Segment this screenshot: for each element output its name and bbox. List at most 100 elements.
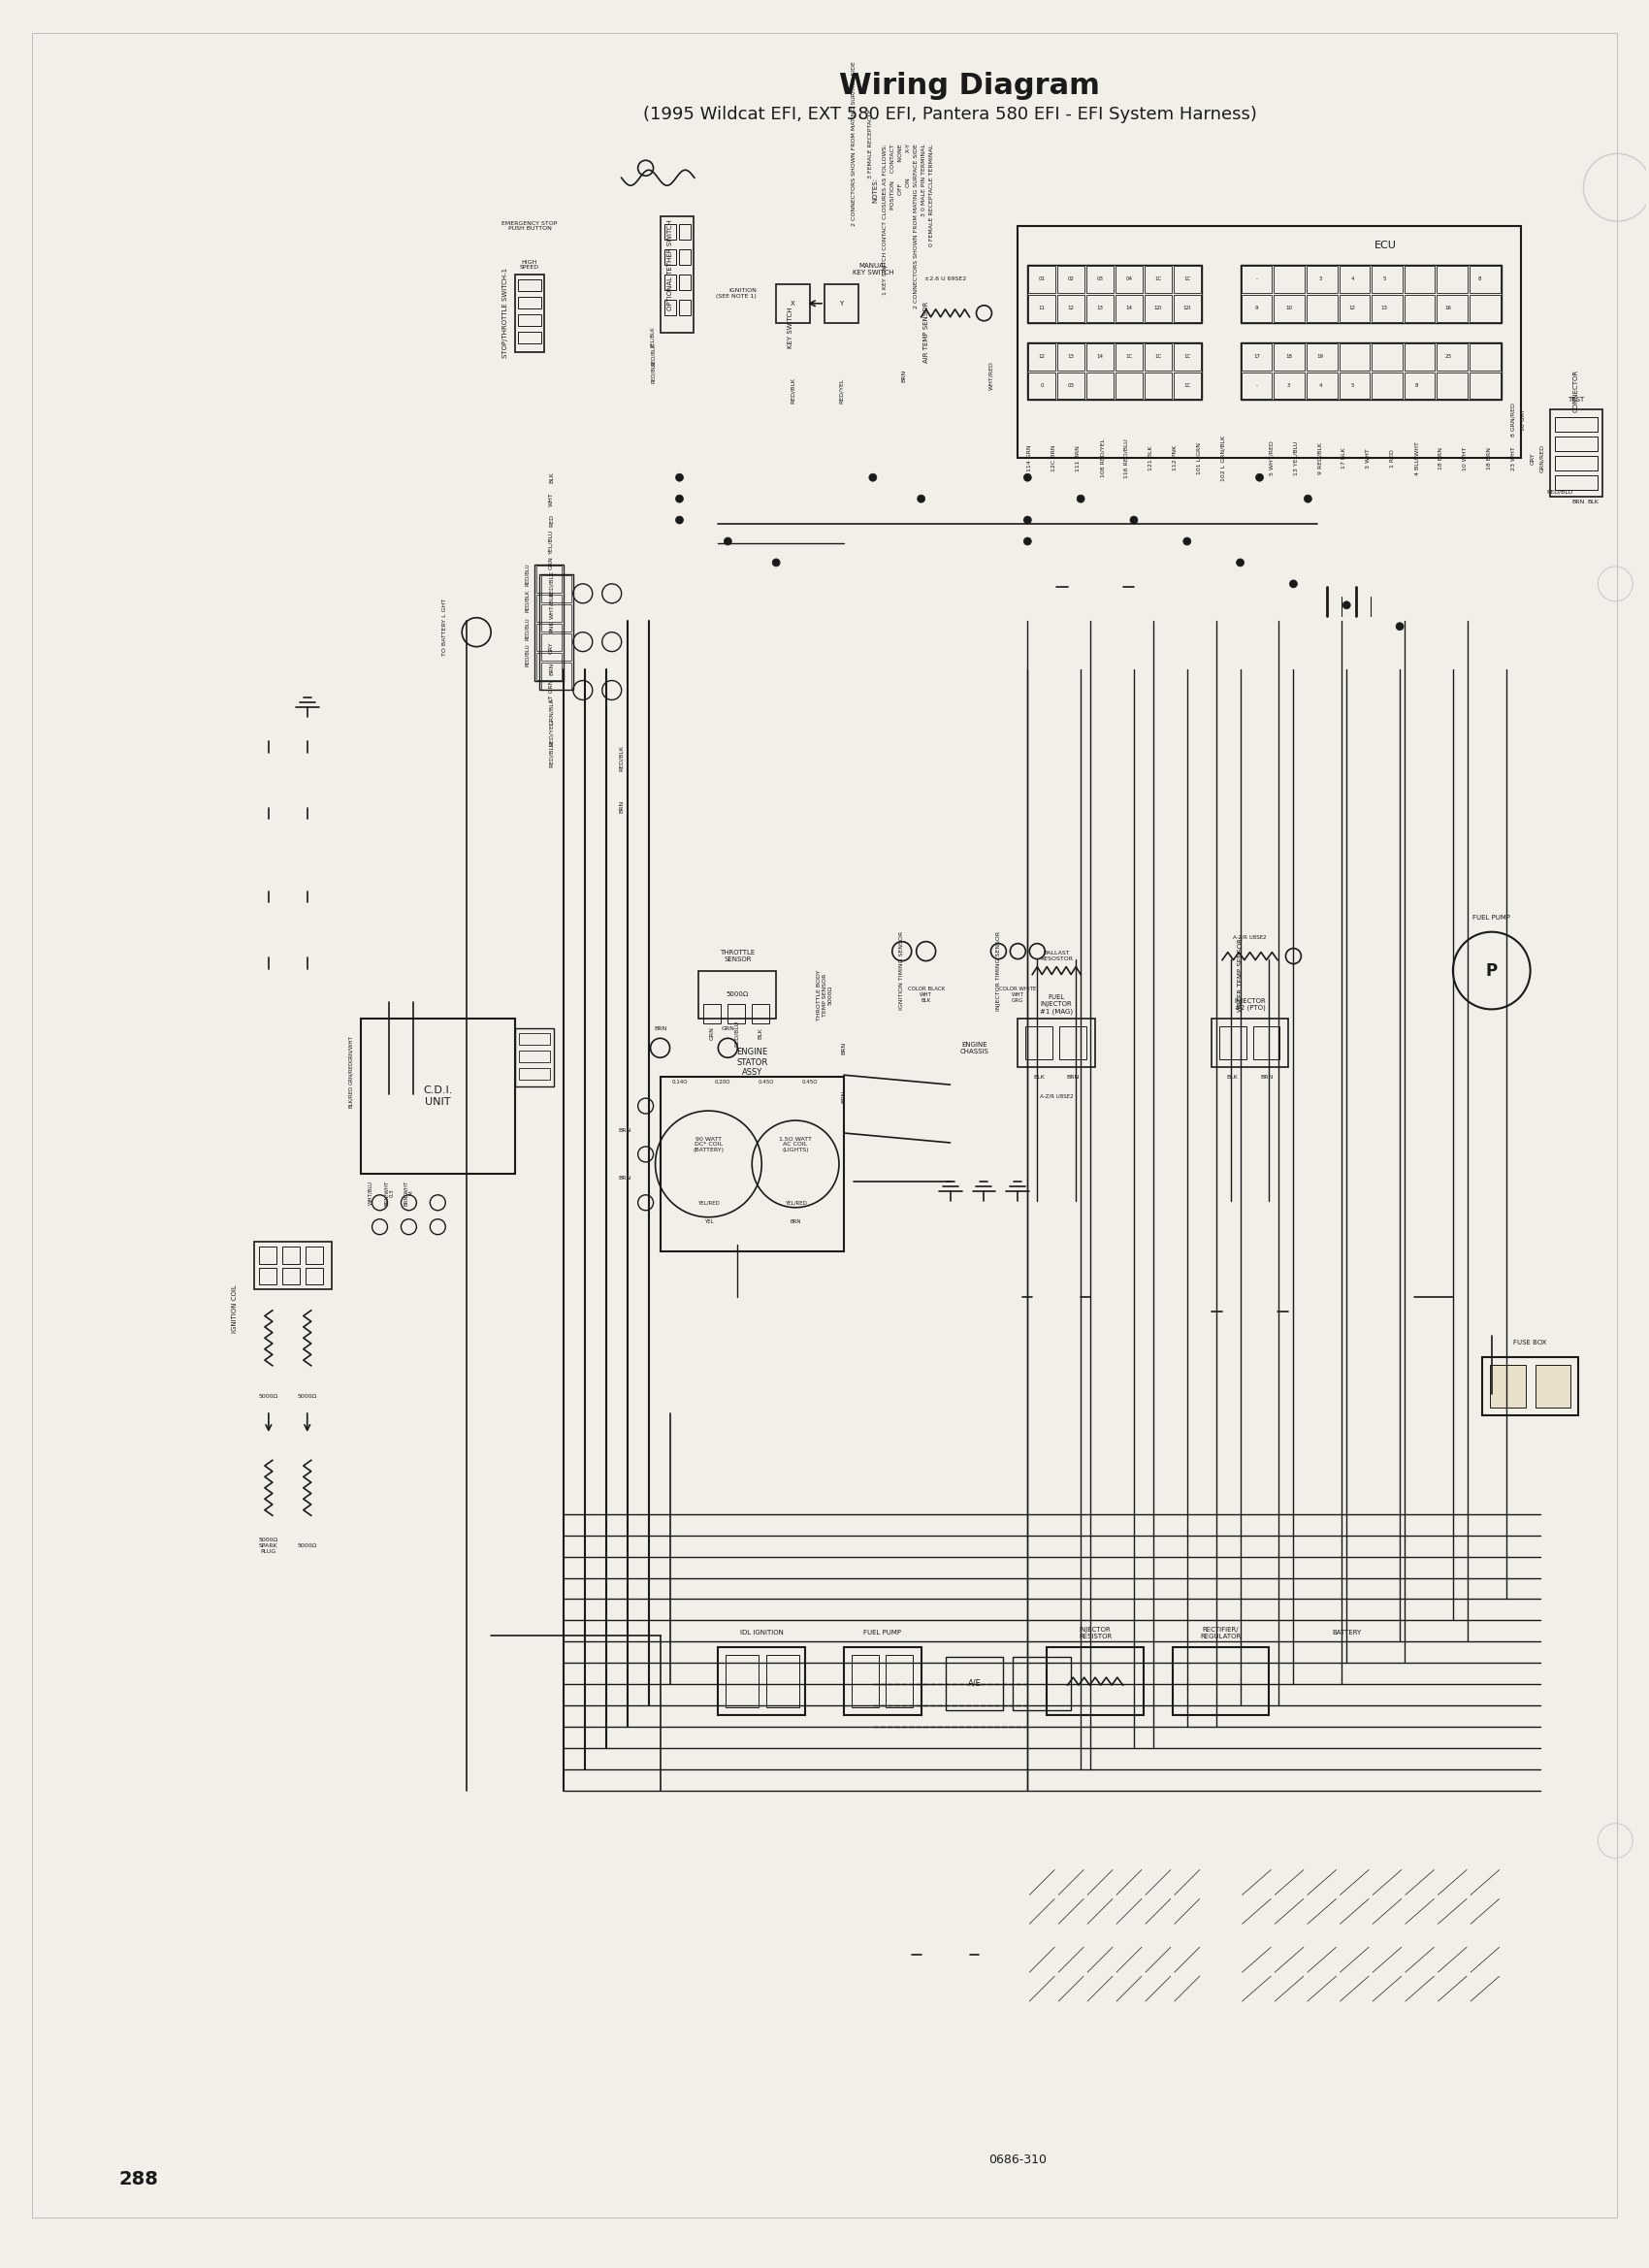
Text: 23 WHT: 23 WHT	[1510, 447, 1515, 469]
Text: 0.45O: 0.45O	[801, 1080, 818, 1084]
Text: 13 YEL/BLU: 13 YEL/BLU	[1293, 440, 1298, 476]
Circle shape	[917, 494, 925, 503]
Bar	[1057, 342, 1085, 370]
Circle shape	[1255, 474, 1263, 481]
Bar	[1242, 265, 1271, 293]
Text: 10 WHT: 10 WHT	[1463, 447, 1468, 469]
Bar	[541, 633, 571, 660]
Text: 18 BRN: 18 BRN	[1487, 447, 1492, 469]
Bar	[1273, 265, 1304, 293]
Bar	[539, 574, 574, 689]
Text: THROTTLE BODY
TEMP SENSOR
5000Ω: THROTTLE BODY TEMP SENSOR 5000Ω	[816, 968, 833, 1021]
Text: 1C: 1C	[1154, 354, 1161, 358]
Circle shape	[1024, 517, 1031, 524]
Text: RED/BLU: RED/BLU	[734, 1021, 739, 1046]
Circle shape	[1184, 538, 1191, 544]
Circle shape	[1342, 601, 1351, 610]
Text: IGNITION COIL: IGNITION COIL	[233, 1286, 237, 1334]
Text: ENGINE
STATOR
ASSY: ENGINE STATOR ASSY	[737, 1048, 768, 1077]
Text: YEL/BLU: YEL/BLU	[549, 528, 554, 553]
Circle shape	[869, 474, 877, 481]
Text: RED/YEL: RED/YEL	[838, 379, 843, 404]
Bar	[1273, 295, 1304, 322]
Bar	[1115, 372, 1143, 399]
Text: OPTIONAL TETHER SWITCH: OPTIONAL TETHER SWITCH	[666, 220, 673, 311]
Bar	[1144, 265, 1171, 293]
Text: A/E: A/E	[968, 1678, 981, 1687]
Bar	[1469, 295, 1501, 322]
Bar	[719, 1647, 805, 1715]
Text: AIR TEMP SENSOR: AIR TEMP SENSOR	[923, 302, 928, 363]
Text: INJECTOR TIMING SENSOR: INJECTOR TIMING SENSOR	[996, 930, 1001, 1012]
Text: 02: 02	[1067, 277, 1075, 281]
Bar	[1469, 265, 1501, 293]
Text: 101 L GRN: 101 L GRN	[1197, 442, 1202, 474]
Bar	[824, 284, 859, 322]
Bar	[1535, 1365, 1571, 1408]
Text: -: -	[1255, 277, 1258, 281]
Text: 0.20O: 0.20O	[716, 1080, 731, 1084]
Bar	[945, 1658, 1003, 1710]
Bar	[1017, 227, 1520, 458]
Text: 8: 8	[1415, 383, 1418, 388]
Bar	[1047, 1647, 1143, 1715]
Text: INJECTOR
RESISTOR: INJECTOR RESISTOR	[1078, 1626, 1111, 1640]
Text: 04: 04	[1126, 277, 1133, 281]
Text: 3: 3	[1286, 383, 1290, 388]
Text: BRN: BRN	[618, 1127, 632, 1132]
Bar	[259, 1245, 277, 1263]
Text: 16 GRY: 16 GRY	[1520, 408, 1525, 431]
Circle shape	[1024, 538, 1031, 544]
Bar	[1405, 265, 1435, 293]
Bar	[1436, 295, 1468, 322]
Text: BLK: BLK	[759, 1027, 763, 1039]
Text: BLK: BLK	[549, 472, 554, 483]
Text: WHT/RED: WHT/RED	[989, 361, 994, 390]
Text: GRN/RED: GRN/RED	[348, 1059, 353, 1084]
Bar	[536, 624, 562, 651]
Text: BATTERY: BATTERY	[1332, 1631, 1362, 1635]
Bar	[1372, 372, 1402, 399]
Text: WHT/BLK: WHT/BLK	[549, 592, 554, 619]
Bar	[1339, 342, 1370, 370]
Text: 13: 13	[1380, 306, 1388, 311]
Bar	[1115, 295, 1143, 322]
Bar	[1087, 265, 1113, 293]
Bar	[1027, 265, 1202, 322]
Text: 4 BLU/WHT: 4 BLU/WHT	[1415, 442, 1420, 474]
Text: 3 0 MALE PIN TERMINAL: 3 0 MALE PIN TERMINAL	[922, 143, 927, 215]
Text: 5000Ω: 5000Ω	[297, 1393, 317, 1399]
Text: X: X	[790, 302, 795, 306]
Bar	[518, 331, 541, 342]
Bar	[1306, 265, 1337, 293]
Text: 0686-310: 0686-310	[989, 2155, 1047, 2166]
Circle shape	[676, 494, 683, 503]
Text: C.D.I.
UNIT: C.D.I. UNIT	[424, 1086, 452, 1107]
Text: 12I: 12I	[1182, 306, 1191, 311]
Text: ENGINE
CHASSIS: ENGINE CHASSIS	[960, 1041, 989, 1055]
Bar	[282, 1245, 300, 1263]
Text: 13: 13	[1097, 306, 1103, 311]
Text: BLK: BLK	[1034, 1075, 1045, 1080]
Circle shape	[676, 517, 683, 524]
Text: 19: 19	[1318, 354, 1324, 358]
Bar	[541, 576, 571, 603]
Circle shape	[1304, 494, 1313, 503]
Circle shape	[724, 538, 732, 544]
Text: RED/BLU: RED/BLU	[549, 742, 554, 767]
Bar	[1029, 295, 1055, 322]
Text: NOTES:: NOTES:	[872, 177, 879, 202]
Text: GRN/BLK: GRN/BLK	[549, 699, 554, 726]
Bar	[1482, 1356, 1578, 1415]
Bar	[1405, 295, 1435, 322]
Text: 11: 11	[1039, 306, 1045, 311]
Text: 03: 03	[1067, 383, 1075, 388]
Text: 5: 5	[1382, 277, 1387, 281]
Bar	[1242, 372, 1271, 399]
Text: A-Z/R U8SE2: A-Z/R U8SE2	[1041, 1093, 1073, 1098]
Text: (1995 Wildcat EFI, EXT 580 EFI, Pantera 580 EFI - EFI System Harness): (1995 Wildcat EFI, EXT 580 EFI, Pantera …	[643, 107, 1257, 125]
Bar	[1144, 342, 1171, 370]
Bar	[1174, 265, 1200, 293]
Bar	[767, 1656, 800, 1708]
Text: 0: 0	[1041, 383, 1044, 388]
